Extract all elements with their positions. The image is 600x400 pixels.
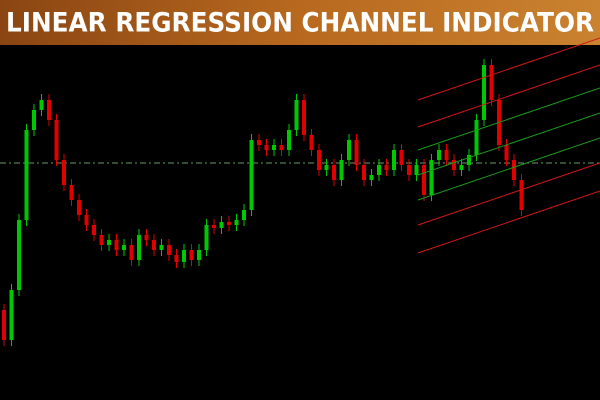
candle-body [167, 245, 171, 255]
candle-body [62, 160, 66, 185]
candle-body [264, 145, 269, 150]
candle-body [354, 140, 359, 165]
channel-line [417, 87, 600, 151]
chart-title: LINEAR REGRESSION CHANNEL INDICATOR [6, 8, 594, 39]
candle-body [129, 245, 134, 260]
candle-body [489, 65, 494, 100]
candle-body [54, 120, 59, 160]
candle-body [99, 235, 104, 245]
candle-body [234, 220, 239, 225]
candle-body [504, 145, 509, 160]
candle-body [47, 100, 51, 120]
channel-line [417, 190, 600, 254]
candle-body [279, 145, 284, 150]
candle-body [399, 150, 404, 165]
candle-body [159, 245, 164, 250]
channel-line [417, 162, 600, 226]
candle-body [414, 165, 419, 175]
candle-body [519, 180, 524, 210]
candle-body [69, 185, 74, 200]
candle-body [114, 240, 119, 250]
candle-body [317, 150, 321, 170]
candle-body [467, 155, 471, 165]
candle-body [197, 250, 201, 260]
candle-body [144, 235, 149, 240]
channel-line [417, 64, 600, 128]
candle-body [392, 150, 396, 170]
candle-body [347, 140, 351, 160]
candle-body [152, 240, 156, 250]
candle-body [459, 165, 464, 170]
candle-body [84, 215, 89, 225]
candle-body [369, 175, 374, 180]
candle-body [39, 100, 44, 110]
candle-body [137, 235, 141, 260]
candle-body [242, 210, 246, 220]
candle-body [474, 120, 479, 155]
candle-body [182, 250, 186, 262]
candle-body [324, 165, 329, 170]
candle-body [377, 165, 381, 175]
candle-body [309, 135, 314, 150]
candle-body [249, 140, 254, 210]
candle-body [32, 110, 36, 130]
channel-line [417, 137, 600, 201]
banner [0, 0, 600, 45]
candle-body [302, 100, 306, 135]
candle-body [174, 255, 179, 262]
candle-body [287, 130, 291, 150]
candle-body [9, 290, 14, 340]
candle-body [272, 145, 276, 150]
candle-body [384, 165, 389, 170]
candle-body [204, 225, 209, 250]
channel-line [417, 37, 600, 101]
candle-body [407, 165, 411, 175]
candle-body [107, 240, 111, 245]
candle-body [212, 225, 216, 228]
candle-body [339, 160, 344, 180]
candle-body [122, 245, 126, 250]
candle-body [422, 165, 426, 195]
candle-body [294, 100, 299, 130]
candle-body [257, 140, 261, 145]
candle-body [2, 310, 6, 340]
candle-body [452, 160, 456, 170]
candle-body [362, 165, 366, 180]
candle-body [482, 65, 486, 120]
candle-body [189, 250, 194, 260]
candle-body [17, 220, 21, 290]
candle-body [227, 222, 231, 225]
candle-body [219, 222, 224, 228]
candle-body [512, 160, 516, 180]
candle-body [77, 200, 81, 215]
candle-body [92, 225, 96, 235]
candle-body [429, 160, 434, 195]
candle-body [332, 165, 336, 180]
candle-body [444, 150, 449, 160]
channel-line [417, 112, 600, 176]
candle-body [437, 150, 441, 160]
candle-body [24, 130, 29, 220]
